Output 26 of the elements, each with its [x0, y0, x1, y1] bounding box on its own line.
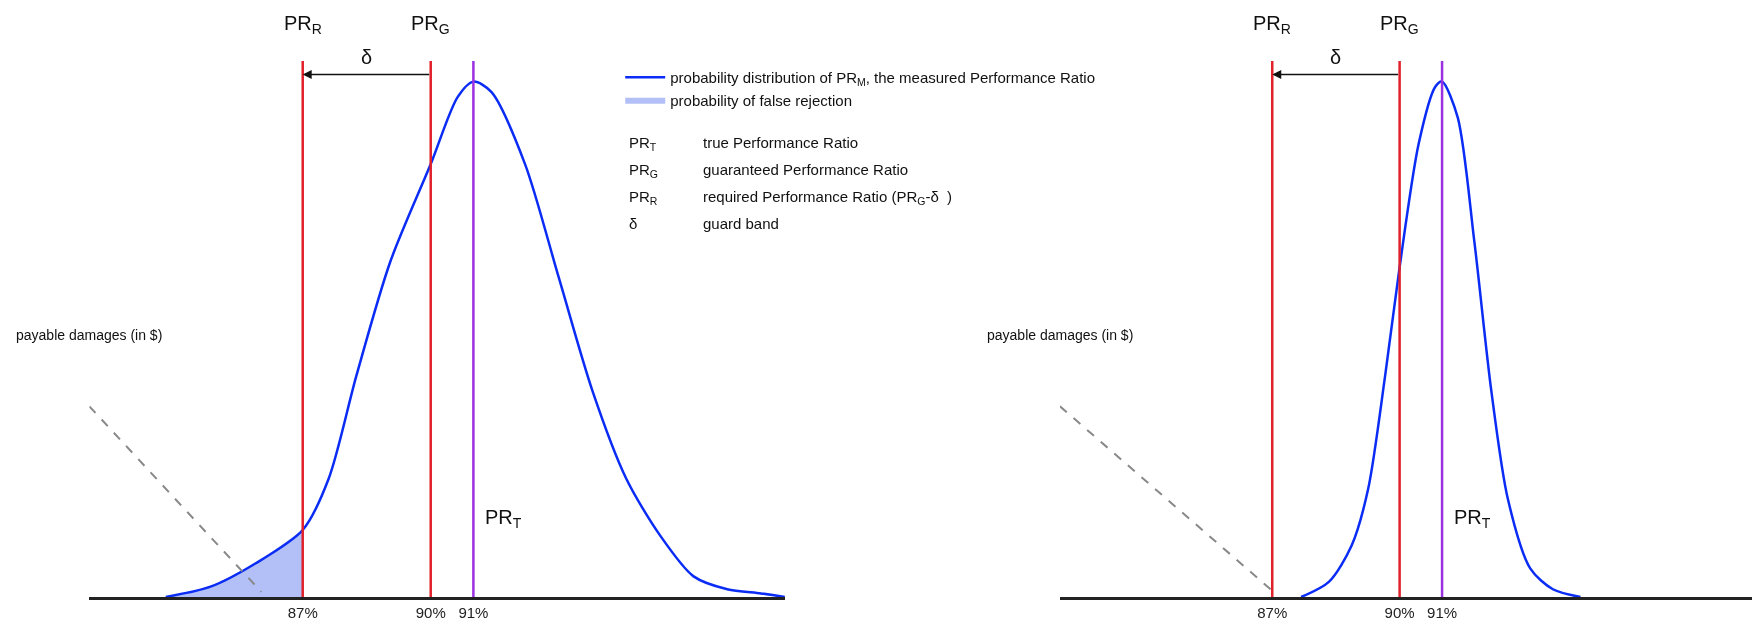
ref-line-label: PR$_{T}$	[485, 506, 522, 532]
text: δ	[1330, 46, 1342, 68]
ref-line-label: PR$_{R}$	[284, 12, 322, 38]
ref-line-label: PR$_{T}$	[1454, 506, 1491, 532]
annotation: PR$_{G}$	[629, 161, 659, 181]
annotation: true Performance Ratio	[703, 134, 859, 151]
annotation: required Performance Ratio (PR$_{G}$-δ )	[703, 188, 953, 208]
annotation: payable damages (in $)	[16, 327, 163, 343]
legend-label: probability of false rejection	[670, 91, 852, 109]
x-tick-label: 87%	[1257, 604, 1288, 621]
text: δ	[361, 46, 373, 68]
annotation: PR$_{R}$	[629, 188, 658, 208]
annotation: payable damages (in $)	[987, 327, 1134, 343]
annotation: guaranteed Performance Ratio	[703, 161, 909, 178]
x-tick-label: 91%	[1427, 604, 1458, 621]
ref-line-label: PR$_{G}$	[411, 12, 450, 38]
annotation: guard band	[703, 215, 779, 232]
ref-line-label: PR$_{G}$	[1380, 12, 1419, 38]
x-tick-label: 91%	[458, 604, 489, 621]
annotation: δ	[629, 215, 638, 232]
legend-label: probability distribution of PR$_{M}$, the measured Performance Ratio	[670, 69, 1095, 89]
x-tick-label: 87%	[287, 604, 318, 621]
x-tick-label: 90%	[415, 604, 446, 621]
ref-line-label: PR$_{R}$	[1253, 12, 1291, 38]
annotation: PR$_{T}$	[629, 134, 657, 154]
x-tick-label: 90%	[1384, 604, 1415, 621]
